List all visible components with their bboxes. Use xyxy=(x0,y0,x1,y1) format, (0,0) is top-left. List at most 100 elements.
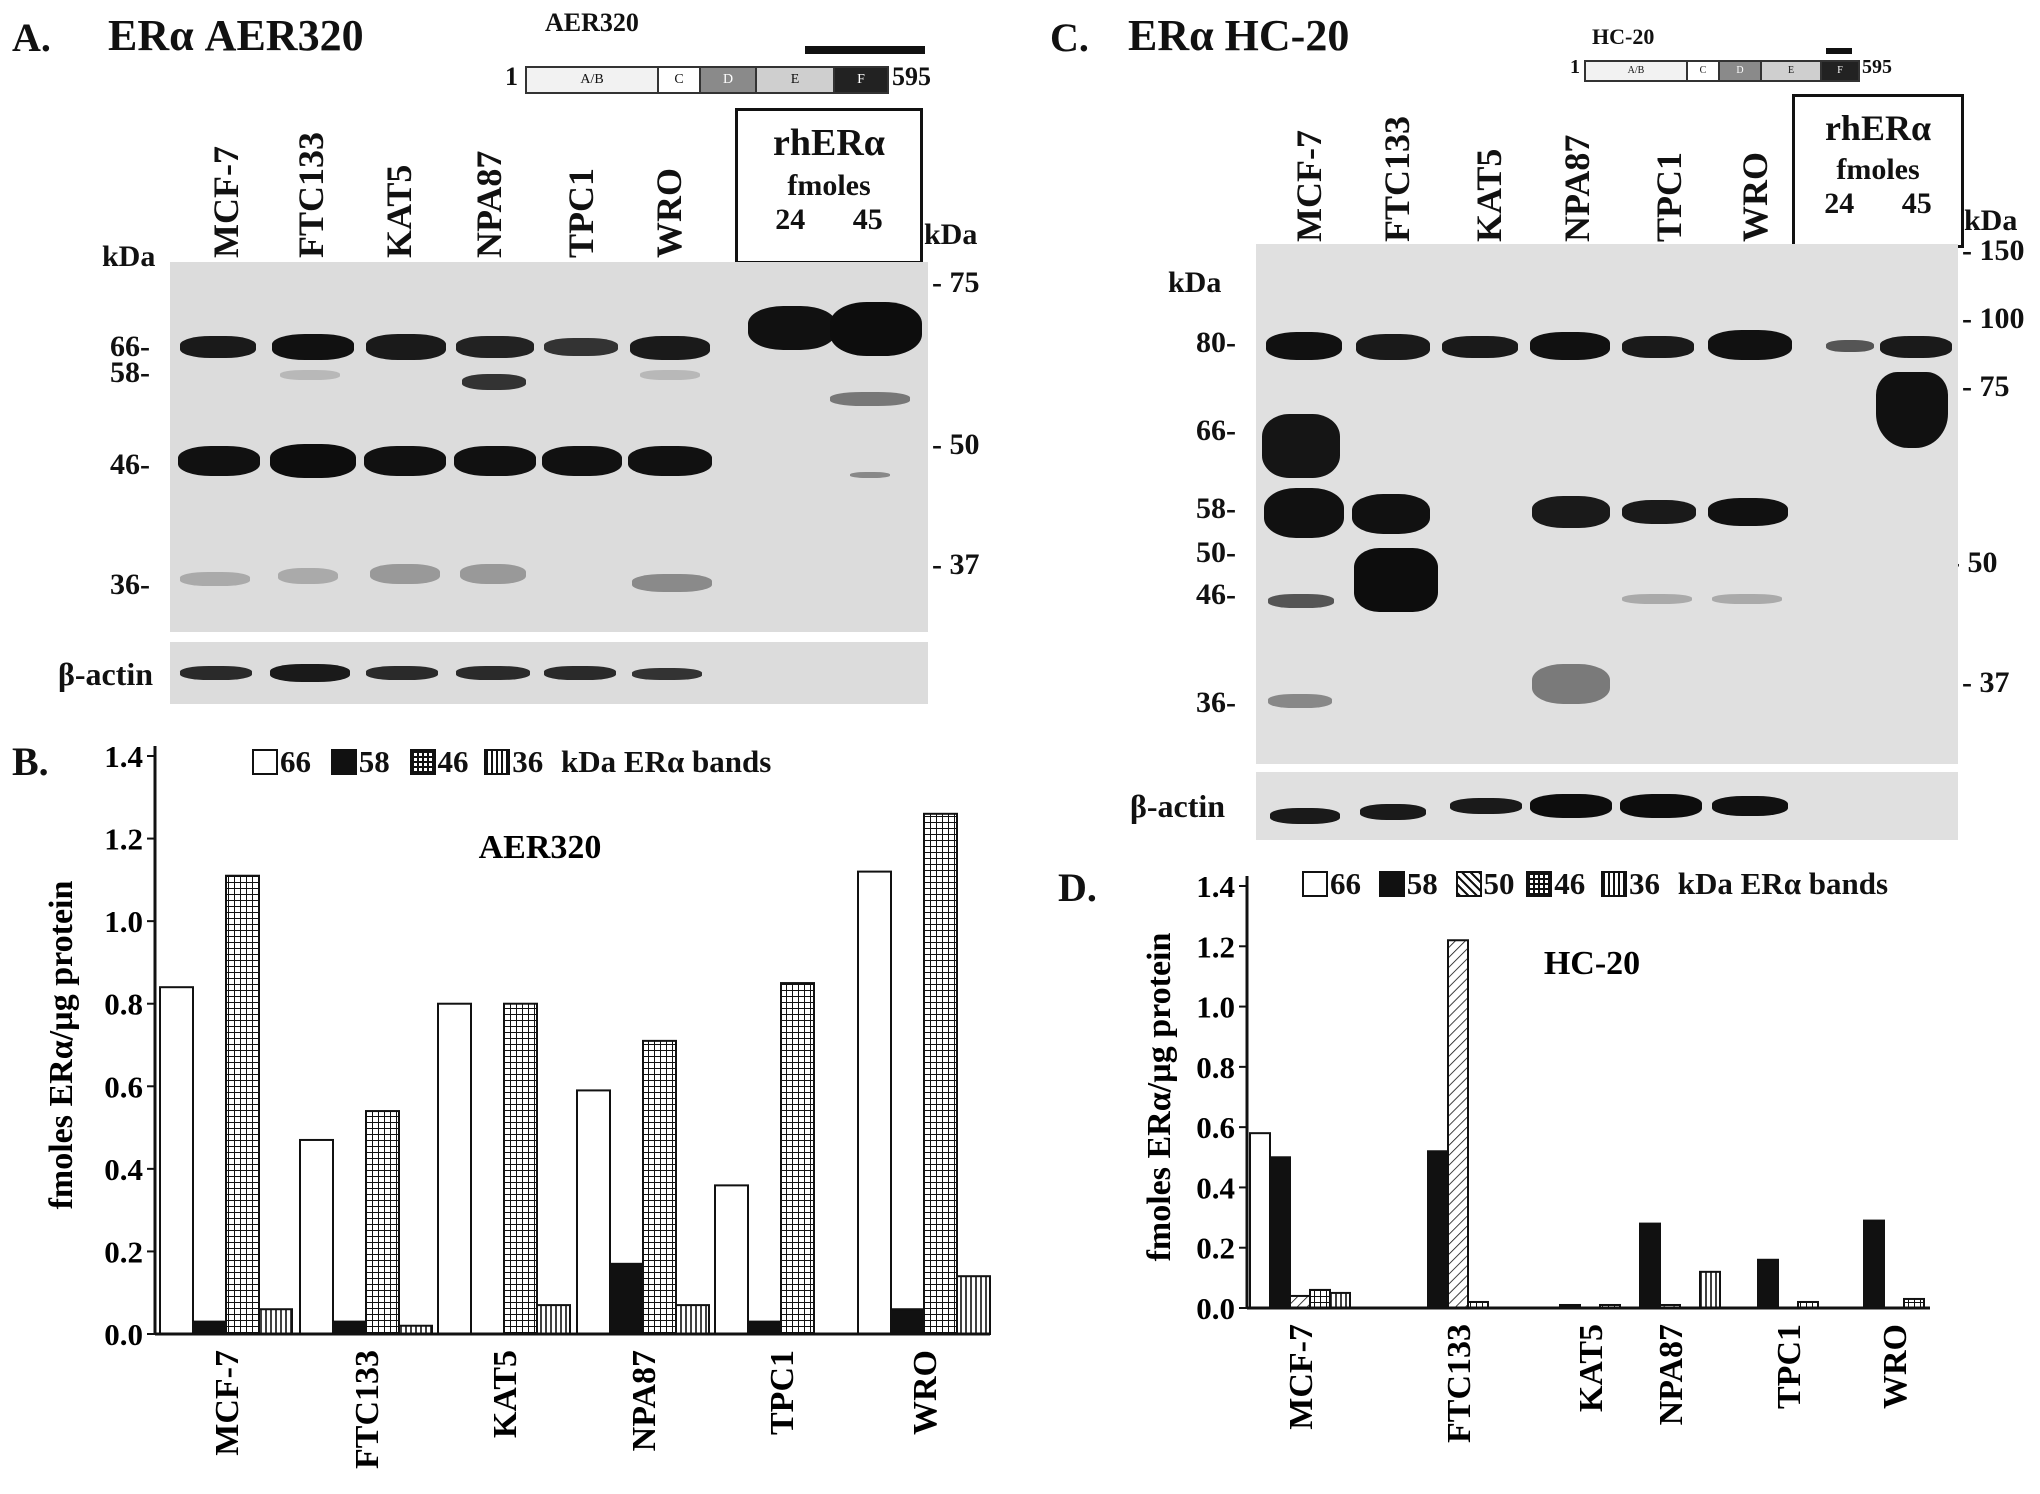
legend-swatch-46 xyxy=(1526,871,1553,897)
band xyxy=(632,574,712,592)
band xyxy=(1262,414,1340,478)
domain-d: D xyxy=(1720,62,1762,80)
band xyxy=(1356,334,1430,360)
band xyxy=(1622,336,1694,358)
right-marker-150: - 150 xyxy=(1962,234,2025,267)
bar-58-MCF-7 xyxy=(192,1320,227,1335)
band xyxy=(850,472,890,478)
rh-sub: fmoles xyxy=(1836,153,1920,186)
panel-d-letter: D. xyxy=(1058,865,1097,910)
band xyxy=(544,338,618,356)
bar-66-KAT5 xyxy=(437,1002,472,1335)
rh-lane-24: 24 xyxy=(1824,187,1855,220)
band xyxy=(830,302,922,356)
bar-46-TPC1 xyxy=(780,982,815,1335)
band xyxy=(1712,796,1788,816)
x-tick-label: TPC1 xyxy=(764,1350,801,1435)
bar-58-TPC1 xyxy=(747,1320,782,1335)
rh-title: rhERα xyxy=(773,122,885,164)
panel-d-legend: 66 58 50 46 36 kDa ERα bands xyxy=(1302,866,1888,902)
band xyxy=(630,336,710,360)
bar-36-KAT5 xyxy=(536,1304,571,1335)
x-tick-label: FTC133 xyxy=(349,1350,386,1469)
legend-swatch-66 xyxy=(252,749,278,775)
bar-58-WRO xyxy=(890,1308,925,1335)
left-kda-label: kDa xyxy=(102,240,156,273)
left-marker-36: 36- xyxy=(110,568,150,601)
legend-label: 66 xyxy=(1330,866,1361,901)
rh-lane-45: 45 xyxy=(1901,187,1932,220)
y-tick-label: 0.0 xyxy=(104,1317,143,1352)
right-marker-37: - 37 xyxy=(1962,666,2010,699)
bar-66-NPA87 xyxy=(576,1089,611,1336)
bar-46-NPA87 xyxy=(642,1039,677,1336)
band xyxy=(180,336,256,358)
band xyxy=(1354,548,1438,612)
band xyxy=(270,444,356,478)
band xyxy=(1708,330,1792,360)
domain-e: E xyxy=(1762,62,1822,80)
rh-lane-45: 45 xyxy=(852,203,883,236)
band xyxy=(272,334,354,360)
band xyxy=(180,572,250,586)
domain-d: D xyxy=(701,68,757,92)
y-tick-label: 0.4 xyxy=(104,1152,143,1187)
bar-66-FTC133 xyxy=(299,1138,334,1336)
right-marker-75: - 75 xyxy=(932,266,980,299)
domain-ab: A/B xyxy=(1586,62,1688,80)
legend-label: 58 xyxy=(1406,866,1438,901)
right-marker-75: - 75 xyxy=(1962,370,2010,403)
panel-a-map-start: 1 xyxy=(505,62,518,91)
band xyxy=(370,564,440,584)
panel-c-domain-map: A/B C D E F xyxy=(1584,60,1860,82)
legend-suffix: kDa ERα bands xyxy=(1677,866,1889,901)
legend-label: 66 xyxy=(280,744,311,779)
legend-swatch-36 xyxy=(1601,871,1627,897)
band xyxy=(1826,340,1874,352)
bar-46-MCF-7 xyxy=(225,874,260,1335)
left-marker-66: 66- xyxy=(110,330,150,363)
left-marker-80: 80- xyxy=(1196,326,1236,359)
domain-c: C xyxy=(659,68,701,92)
band xyxy=(364,446,446,476)
band xyxy=(1532,664,1610,704)
band xyxy=(1880,336,1952,358)
panel-a-actin-blot xyxy=(170,642,928,704)
band xyxy=(462,374,526,390)
bar-66-WRO xyxy=(857,870,892,1335)
band xyxy=(1360,804,1426,820)
bar-66-MCF-7 xyxy=(159,986,194,1335)
bar-66-TPC1 xyxy=(714,1184,749,1336)
band xyxy=(454,446,536,476)
band xyxy=(1352,494,1430,534)
left-marker-58: 58- xyxy=(110,356,150,389)
band xyxy=(178,446,260,476)
band xyxy=(1270,808,1340,824)
panel-a-blot xyxy=(170,262,928,632)
chart-title: AER320 xyxy=(479,829,602,866)
right-marker-100: - 100 xyxy=(1962,302,2025,335)
left-marker-58: 58- xyxy=(1196,492,1236,525)
x-tick-label: MCF-7 xyxy=(209,1350,246,1456)
band xyxy=(640,370,700,380)
band xyxy=(460,564,526,584)
band xyxy=(1530,332,1610,360)
panel-a-map-label: AER320 xyxy=(545,8,639,37)
band xyxy=(1876,372,1948,448)
panel-a-letter: A. xyxy=(12,15,51,60)
bar-46-KAT5 xyxy=(503,1002,538,1335)
band xyxy=(628,446,712,476)
y-tick-label: 0.6 xyxy=(104,1069,143,1104)
band xyxy=(456,336,534,358)
panel-c-letter: C. xyxy=(1050,15,1089,60)
legend-label: 36 xyxy=(1629,866,1660,901)
band xyxy=(270,664,350,682)
legend-swatch-58 xyxy=(1378,871,1405,897)
domain-ab: A/B xyxy=(527,68,659,92)
panel-a-rh-box: rhERα fmoles 24 45 xyxy=(735,108,923,264)
legend-swatch-36 xyxy=(484,749,511,775)
band xyxy=(1264,488,1344,538)
panel-c-epitope-bar xyxy=(1826,48,1852,54)
y-tick-label: 0.2 xyxy=(104,1234,143,1269)
